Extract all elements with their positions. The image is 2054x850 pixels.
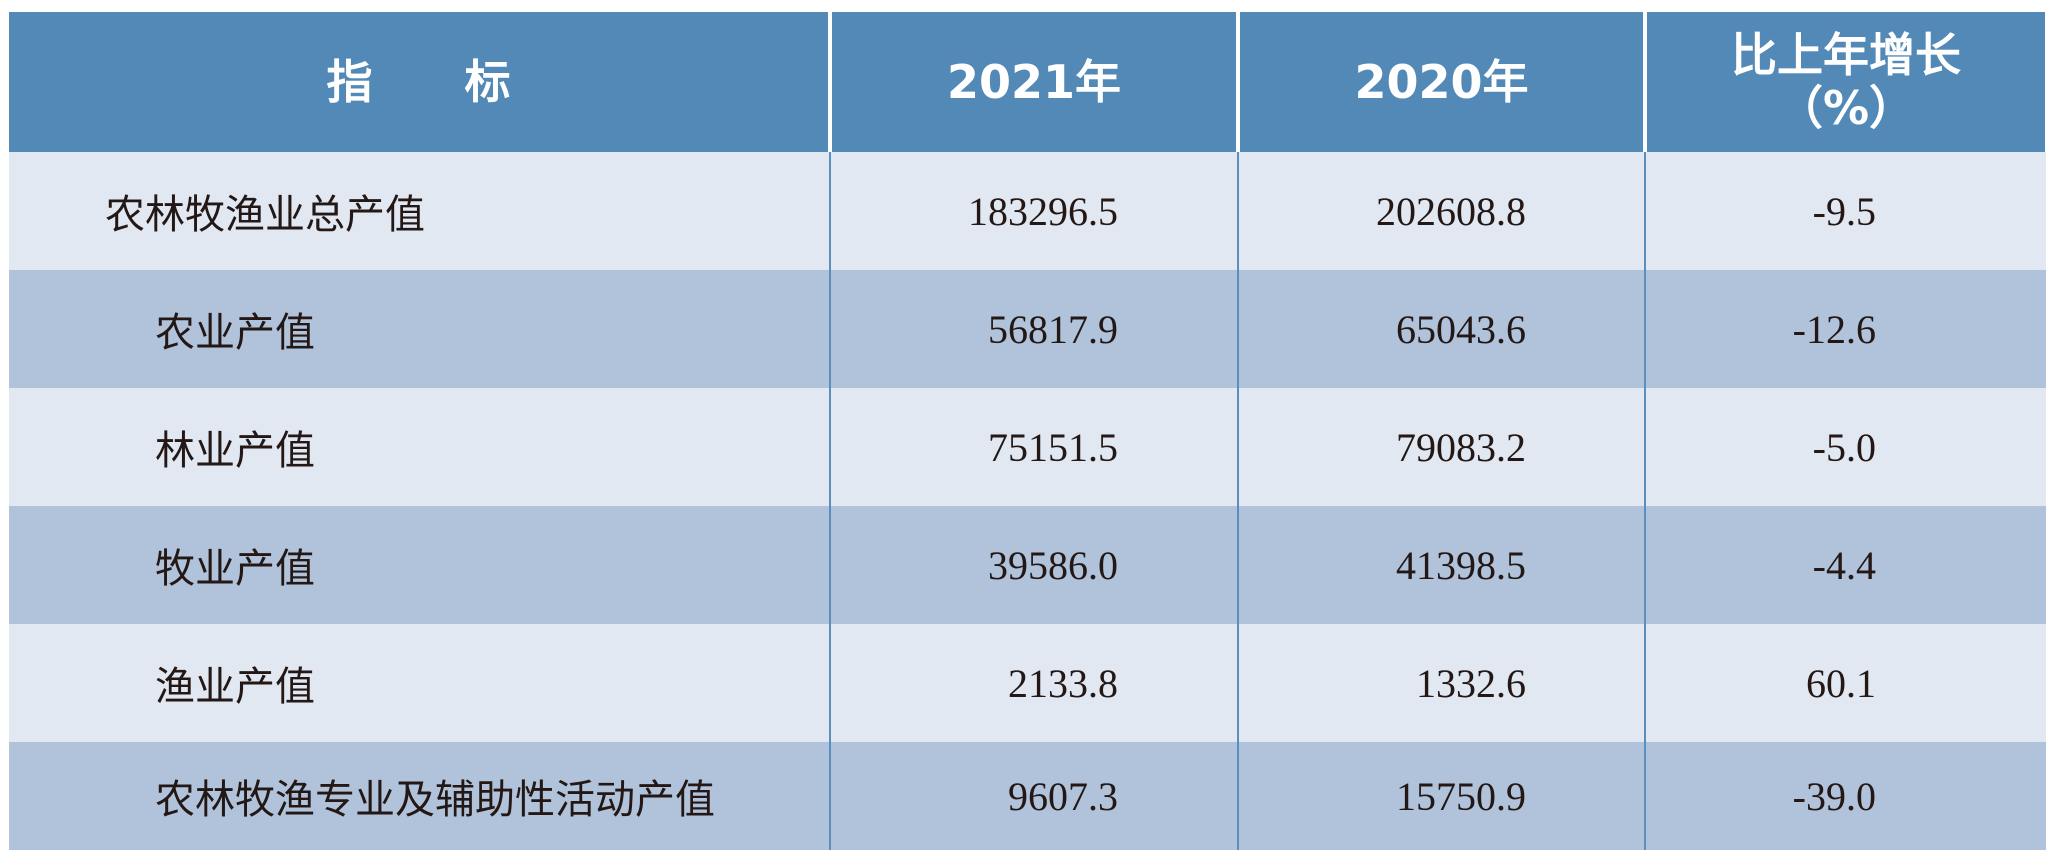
column-divider: [1644, 152, 1646, 850]
value-cell: 9607.3: [1008, 773, 1118, 819]
value-cell: 202608.8: [1376, 188, 1526, 234]
row-background: [9, 742, 2046, 850]
row-label: 林业产值: [155, 428, 315, 473]
header-text: （%）: [1776, 81, 1916, 135]
value-cell: 183296.5: [968, 188, 1118, 234]
header-text: 比上年增长: [1731, 28, 1961, 83]
row-label: 渔业产值: [155, 664, 315, 709]
row-background: [9, 388, 2046, 506]
value-cell: -39.0: [1792, 773, 1876, 819]
row-background: [9, 506, 2046, 624]
header-divider: [1645, 12, 1647, 152]
header-cell: 指 标: [9, 12, 828, 152]
value-cell: -12.6: [1792, 306, 1876, 352]
value-cell: 41398.5: [1396, 542, 1526, 588]
row-label: 农林牧渔专业及辅助性活动产值: [155, 777, 715, 822]
value-cell: 75151.5: [988, 424, 1118, 470]
value-cell: -5.0: [1812, 424, 1876, 470]
column-divider: [1237, 152, 1239, 850]
value-cell: 60.1: [1806, 660, 1876, 706]
value-cell: 56817.9: [988, 306, 1118, 352]
header-divider: [1238, 12, 1240, 152]
header-text: 指 标: [326, 54, 511, 109]
value-cell: -9.5: [1812, 188, 1876, 234]
value-cell: 15750.9: [1396, 773, 1526, 819]
header-cell: 2020年: [1240, 12, 1643, 152]
header-text: 2020年: [1354, 54, 1529, 109]
value-cell: 2133.8: [1008, 660, 1118, 706]
row-background: [9, 624, 2046, 742]
value-cell: 1332.6: [1416, 660, 1526, 706]
row-background: [9, 152, 2046, 270]
row-label: 牧业产值: [155, 546, 315, 591]
header-divider: [830, 12, 832, 152]
header-text: 2021年: [946, 54, 1122, 109]
row-background: [9, 270, 2046, 388]
column-divider: [829, 152, 831, 850]
value-cell: 39586.0: [988, 542, 1118, 588]
header-cell: 2021年: [832, 12, 1236, 152]
header-cell: 比上年增长 （%）: [1647, 12, 2045, 152]
row-label: 农业产值: [155, 310, 315, 355]
value-cell: 79083.2: [1396, 424, 1526, 470]
value-cell: -4.4: [1812, 542, 1876, 588]
value-cell: 65043.6: [1396, 306, 1526, 352]
row-label: 农林牧渔业总产值: [105, 192, 425, 237]
